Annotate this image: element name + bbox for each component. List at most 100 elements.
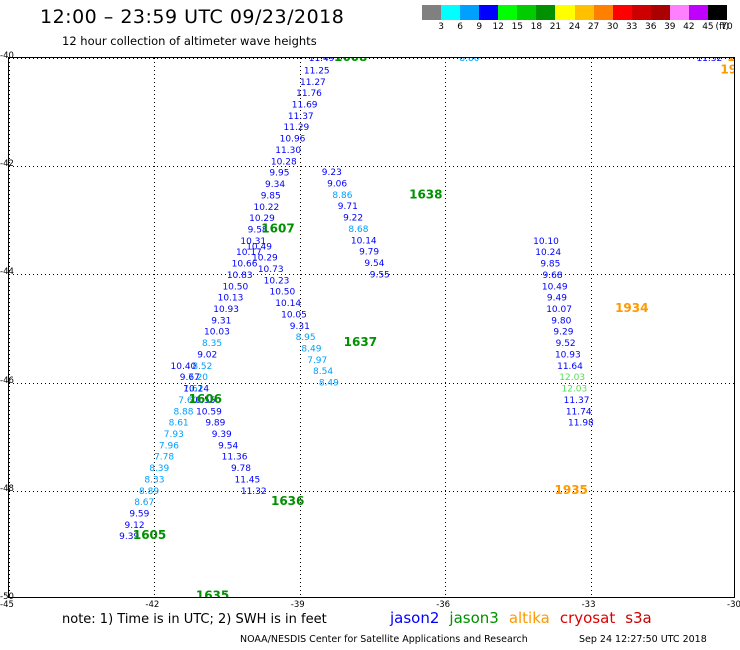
swh-value-label: 9.85	[261, 191, 281, 201]
footer-organization: NOAA/NESDIS Center for Satellite Applica…	[240, 634, 528, 645]
color-scale-label: 45	[702, 22, 714, 32]
pass-label-clipped: 1	[727, 58, 735, 64]
swh-value-label: 10.29	[252, 254, 278, 264]
swh-value-label: 10.49	[246, 242, 272, 252]
pass-label: 1935	[555, 483, 588, 497]
swh-value-label: 9.49	[547, 294, 567, 304]
swh-value-label: 10.93	[555, 350, 581, 360]
swh-value-label: 8.52	[192, 362, 212, 372]
swh-value-label: 10.83	[227, 271, 253, 281]
swh-value-label: 10.13	[218, 294, 244, 304]
swh-value-label: 11.25	[304, 66, 330, 76]
color-swatch	[460, 5, 480, 20]
swh-value-label: 10.03	[204, 328, 230, 338]
color-swatch	[593, 5, 613, 20]
swh-value-label: 11.32	[696, 58, 722, 64]
color-swatch	[669, 5, 689, 20]
swh-value-label: 11.76	[296, 89, 322, 99]
units-note: note: 1) Time is in UTC; 2) SWH is in fe…	[62, 612, 327, 627]
swh-value-label: 10.40	[171, 362, 197, 372]
swh-value-label: 9.02	[197, 350, 217, 360]
color-swatch	[555, 5, 575, 20]
plot-area: 11.49 11.25 11.27 11.76 11.69 11.37 11.29 10.96…	[8, 57, 735, 598]
swh-value-label: 10.05	[281, 310, 307, 320]
pass-label: 1605	[133, 528, 166, 542]
swh-value-label: 10.59	[196, 407, 222, 417]
color-swatch	[688, 5, 708, 20]
swh-value-label: 9.31	[211, 316, 231, 326]
color-swatch	[479, 5, 499, 20]
swh-value-label: 11.27	[300, 78, 326, 88]
color-scale-label: 6	[457, 22, 463, 32]
swh-value-label: 8.35	[202, 339, 222, 349]
swh-value-label: 9.80	[551, 316, 571, 326]
legend-jason3: jason3	[449, 609, 499, 627]
chart-title: 12:00 – 23:59 UTC 09/23/2018	[40, 6, 345, 28]
y-tick-label: -46	[0, 375, 14, 386]
y-tick-label: -42	[0, 159, 14, 170]
swh-value-label: 9.68	[543, 271, 563, 281]
swh-value-label: 9.67	[180, 373, 200, 383]
swh-value-label: 11.37	[288, 112, 314, 122]
color-swatch	[612, 5, 632, 20]
swh-value-label: 7.61	[183, 385, 203, 395]
swh-value-label: 9.54	[364, 259, 384, 269]
color-swatch	[422, 5, 442, 20]
color-scale-label: 27	[587, 22, 600, 32]
x-tick-label: -36	[436, 600, 451, 610]
swh-value-label: 11.37	[564, 396, 590, 406]
swh-value-label: 10.49	[542, 282, 568, 292]
color-scale-label: 21	[549, 22, 562, 32]
y-tick-label: -50	[0, 592, 14, 602]
swh-value-label: 8.33	[144, 475, 164, 485]
color-swatch	[536, 5, 556, 20]
swh-value-label: 12.03	[561, 385, 587, 395]
color-scale-unit: (ft)	[715, 22, 729, 32]
color-scale-swatches	[422, 5, 727, 20]
color-scale-bar: (ft) 3 6 9 12 15 18 21 24 27 30 33 36 39 42 45 70	[422, 5, 733, 38]
pass-label: 1635	[196, 588, 229, 598]
swh-value-label: 9.31	[290, 322, 310, 332]
swh-value-label: 10.24	[183, 385, 209, 395]
color-scale-label: 9	[476, 22, 483, 32]
swh-value-label: 9.58	[248, 225, 268, 235]
swh-value-label: 11.74	[566, 407, 592, 417]
swh-value-label: 10.17	[236, 248, 262, 258]
color-swatch	[707, 5, 727, 20]
pass-label: 1637	[344, 335, 377, 349]
swh-value-label: 9.39	[119, 532, 139, 542]
swh-value-label: 8.89	[139, 487, 159, 497]
swh-value-label: 9.55	[370, 270, 390, 280]
swh-value-label: 8.54	[313, 367, 333, 377]
swh-value-label: 10.31	[240, 237, 266, 247]
color-swatch	[498, 5, 518, 20]
swh-value-label: 7.97	[307, 356, 327, 366]
pass-label: 1607	[261, 221, 294, 235]
swh-value-label: 8.49	[301, 345, 321, 355]
x-tick-label: -39	[290, 600, 305, 610]
swh-value-label: 9.71	[338, 202, 358, 212]
color-scale-label: 36	[645, 22, 657, 32]
color-swatch	[631, 5, 651, 20]
legend-cryosat: cryosat	[559, 609, 616, 627]
swh-value-label: 10.73	[258, 265, 284, 275]
legend-s3a: s3a	[625, 609, 652, 627]
swh-value-label: 9.54	[218, 441, 238, 451]
swh-value-label: 9.78	[231, 464, 251, 474]
swh-value-label: 9.85	[540, 260, 560, 270]
swh-value-label: 9.95	[269, 169, 289, 179]
swh-value-label: 9.23	[322, 168, 342, 178]
legend-altika: altika	[508, 609, 550, 627]
swh-value-label: 10.22	[253, 203, 279, 213]
color-scale-label: 12	[492, 22, 504, 32]
swh-value-label: 10.66	[232, 260, 258, 270]
swh-value-label: 8.67	[134, 498, 154, 508]
swh-value-label: 8.39	[149, 464, 169, 474]
color-scale-label: 39	[664, 22, 676, 32]
swh-value-label: 11.49	[309, 58, 335, 64]
swh-value-label: 9.39	[212, 430, 232, 440]
x-tick-label: -33	[581, 600, 596, 610]
swh-value-label: 7.96	[159, 441, 179, 451]
swh-value-label: 7.60	[178, 396, 198, 406]
swh-value-label: 11.36	[222, 453, 248, 463]
